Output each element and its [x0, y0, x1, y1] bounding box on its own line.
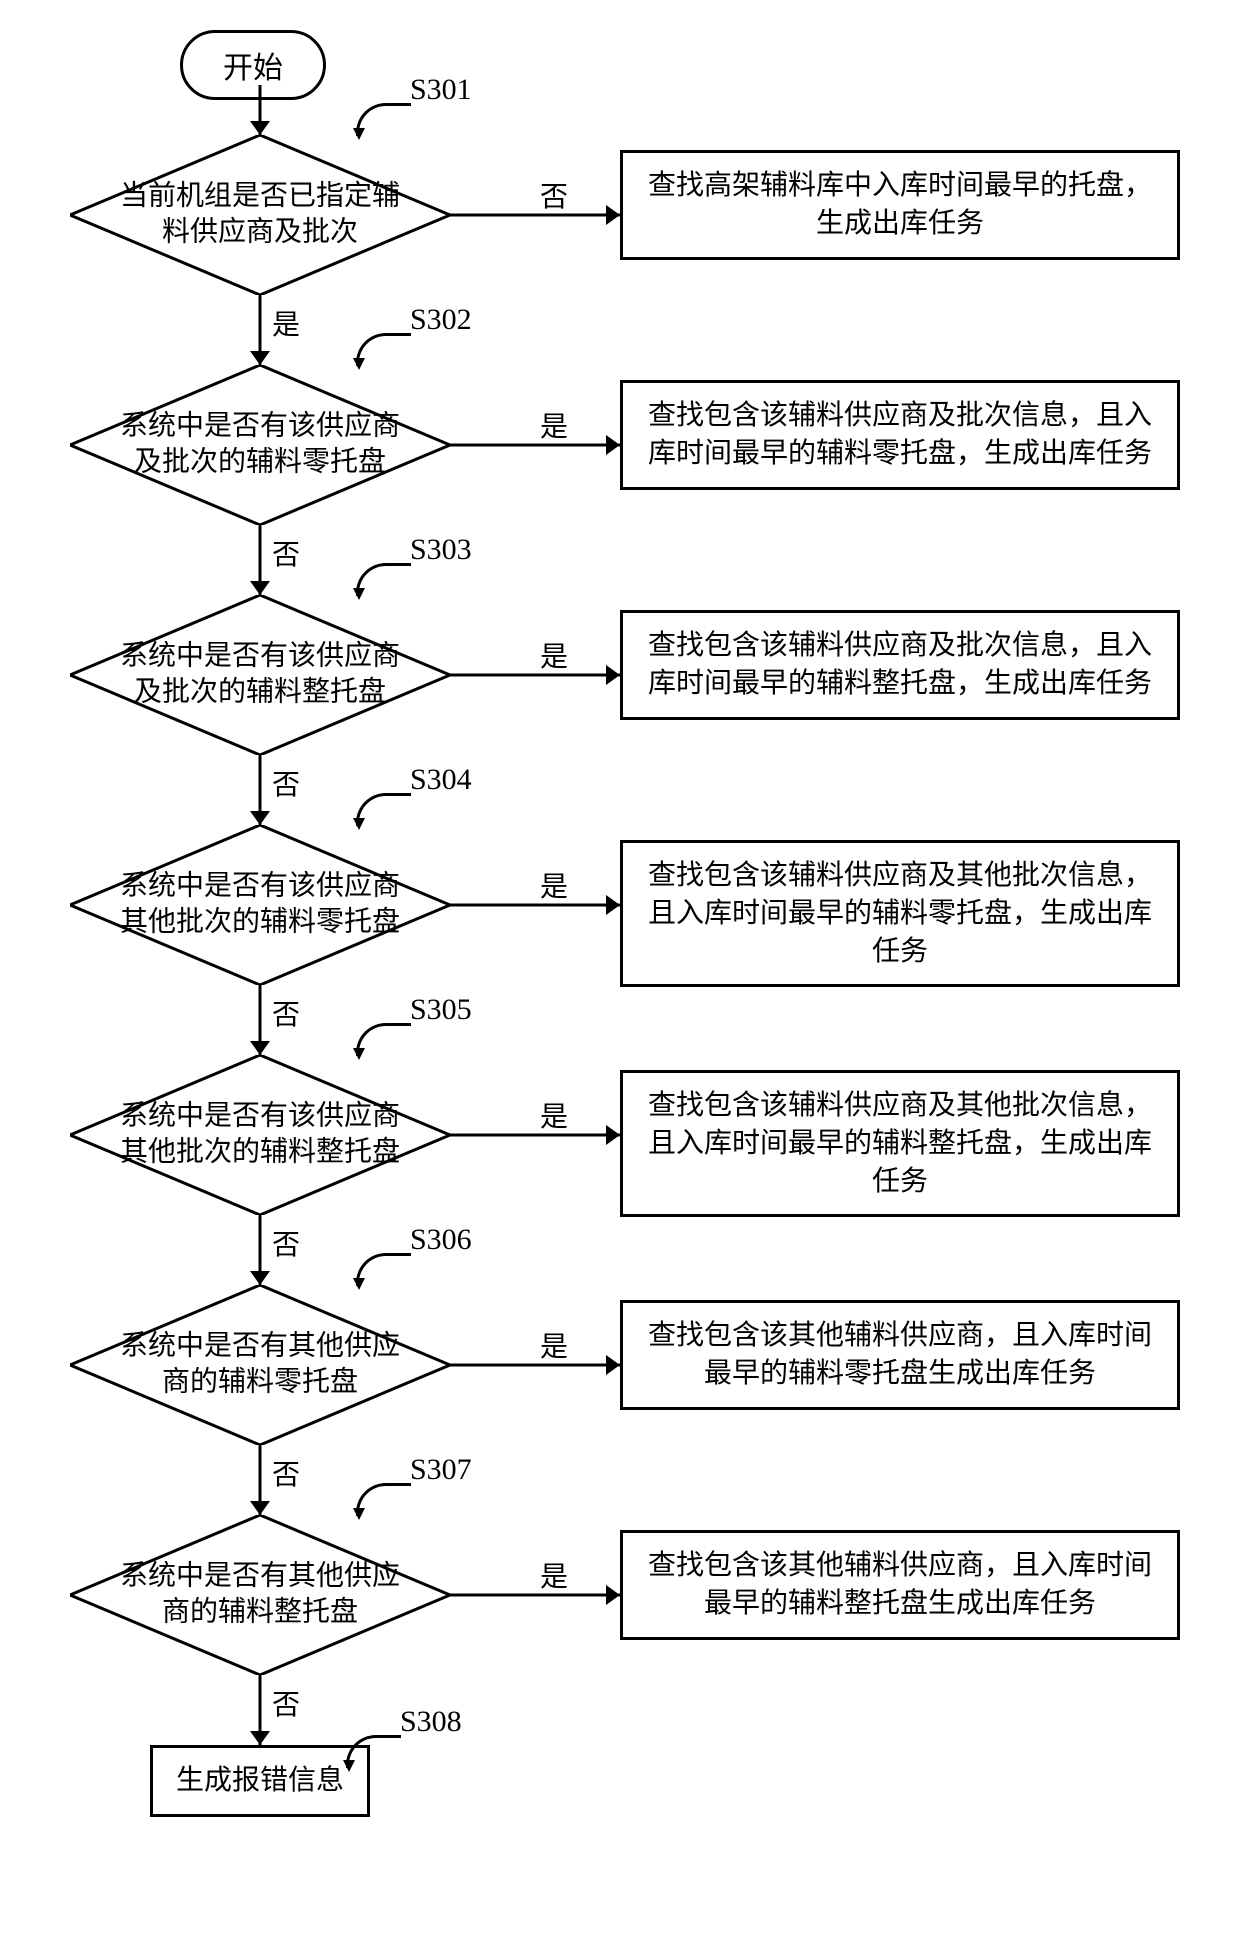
process-S307: 查找包含该其他辅料供应商，且入库时间最早的辅料整托盘生成出库任务: [620, 1530, 1180, 1640]
edge-down-S303: 否: [272, 763, 300, 803]
edge-down-S301: 是: [272, 303, 300, 343]
step-label-S303: S303: [410, 533, 472, 567]
process-S303: 查找包含该辅料供应商及批次信息，且入库时间最早的辅料整托盘，生成出库任务: [620, 610, 1180, 720]
final-process: 生成报错信息: [150, 1745, 370, 1817]
decision-S301: 当前机组是否已指定辅料供应商及批次: [70, 135, 450, 295]
edge-down-S304: 否: [272, 993, 300, 1033]
edge-down-S307: 否: [272, 1683, 300, 1723]
edge-side-S301: 否: [540, 175, 568, 215]
process-S305: 查找包含该辅料供应商及其他批次信息，且入库时间最早的辅料整托盘，生成出库任务: [620, 1070, 1180, 1217]
flowchart-root: 开始 当前机组是否已指定辅料供应商及批次S301 否查找高架辅料库中入库时间最早…: [20, 30, 1220, 1910]
step-label-S308: S308: [400, 1705, 462, 1739]
edge-down-S302: 否: [272, 533, 300, 573]
edge-down-S305: 否: [272, 1223, 300, 1263]
decision-S302: 系统中是否有该供应商及批次的辅料零托盘: [70, 365, 450, 525]
process-S302: 查找包含该辅料供应商及批次信息，且入库时间最早的辅料零托盘，生成出库任务: [620, 380, 1180, 490]
step-label-S307: S307: [410, 1453, 472, 1487]
process-S301: 查找高架辅料库中入库时间最早的托盘，生成出库任务: [620, 150, 1180, 260]
edge-side-S303: 是: [540, 635, 568, 675]
step-label-S302: S302: [410, 303, 472, 337]
edge-side-S304: 是: [540, 865, 568, 905]
step-label-S305: S305: [410, 993, 472, 1027]
edge-side-S306: 是: [540, 1325, 568, 1365]
edge-side-S307: 是: [540, 1555, 568, 1595]
edge-side-S302: 是: [540, 405, 568, 445]
decision-S304: 系统中是否有该供应商其他批次的辅料零托盘: [70, 825, 450, 985]
edge-down-S306: 否: [272, 1453, 300, 1493]
decision-S305: 系统中是否有该供应商其他批次的辅料整托盘: [70, 1055, 450, 1215]
step-label-S306: S306: [410, 1223, 472, 1257]
step-label-S301: S301: [410, 73, 472, 107]
decision-S306: 系统中是否有其他供应商的辅料零托盘: [70, 1285, 450, 1445]
process-S306: 查找包含该其他辅料供应商，且入库时间最早的辅料零托盘生成出库任务: [620, 1300, 1180, 1410]
edge-side-S305: 是: [540, 1095, 568, 1135]
decision-S307: 系统中是否有其他供应商的辅料整托盘: [70, 1515, 450, 1675]
process-S304: 查找包含该辅料供应商及其他批次信息，且入库时间最早的辅料零托盘，生成出库任务: [620, 840, 1180, 987]
decision-S303: 系统中是否有该供应商及批次的辅料整托盘: [70, 595, 450, 755]
step-label-S304: S304: [410, 763, 472, 797]
